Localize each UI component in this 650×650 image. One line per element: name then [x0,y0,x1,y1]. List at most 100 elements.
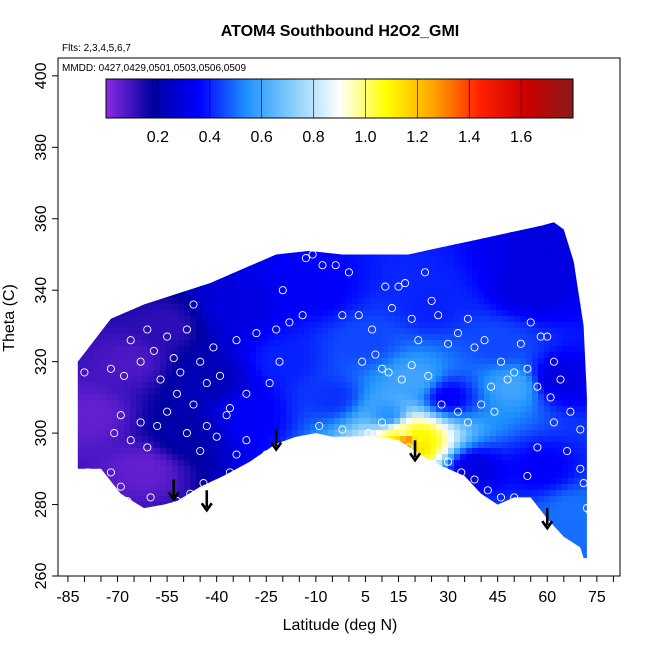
field-cell [268,328,275,335]
field-cell [616,142,623,149]
field-cell [190,190,197,197]
field-cell [214,358,221,365]
field-cell [214,346,221,353]
field-cell [88,202,95,209]
field-cell [286,274,293,281]
field-cell [280,364,287,371]
field-cell [490,328,497,335]
field-cell [298,178,305,185]
field-cell [346,166,353,173]
field-cell [592,88,599,95]
field-cell [484,226,491,233]
field-cell [490,58,497,65]
field-cell [550,64,557,71]
field-cell [532,148,539,155]
field-cell [574,106,581,113]
field-cell [292,142,299,149]
field-cell [400,262,407,269]
field-cell [286,316,293,323]
field-cell [58,364,65,371]
field-cell [508,304,515,311]
field-cell [532,160,539,167]
field-cell [262,352,269,359]
field-cell [88,334,95,341]
field-cell [286,154,293,161]
field-cell [226,322,233,329]
field-cell [610,88,617,95]
field-cell [574,328,581,335]
field-cell [316,238,323,245]
field-cell [556,222,563,227]
field-cell [202,118,209,125]
field-cell [238,184,245,191]
field-cell [376,196,383,203]
field-cell [460,322,467,329]
field-cell [166,196,173,203]
field-cell [244,256,251,263]
field-cell [166,298,173,305]
field-cell [208,334,215,341]
field-cell [484,250,491,257]
field-cell [154,328,161,335]
field-cell [562,238,569,245]
field-cell [316,178,323,185]
field-cell [418,232,425,239]
field-cell [364,352,371,359]
field-cell [226,304,233,311]
field-cell [178,196,185,203]
field-cell [466,58,473,65]
field-cell [160,298,167,305]
field-cell [580,280,587,287]
field-cell [562,334,569,341]
field-cell [322,166,329,173]
field-cell [532,166,539,173]
field-cell [298,262,305,269]
field-cell [262,222,269,227]
field-cell [82,100,89,107]
field-cell [394,274,401,281]
field-cell [466,208,473,215]
field-cell [70,364,77,371]
field-cell [424,304,431,311]
field-cell [262,196,269,203]
field-cell [244,322,251,329]
field-cell [382,292,389,299]
field-cell [556,226,563,233]
field-cell [412,226,419,233]
field-cell [262,232,269,239]
field-cell [94,298,101,305]
field-cell [352,298,359,305]
field-cell [616,244,623,251]
field-cell [484,292,491,299]
field-cell [280,222,287,227]
field-cell [358,292,365,299]
field-cell [460,364,467,371]
field-cell [112,346,119,353]
field-cell [376,280,383,287]
field-cell [250,274,257,281]
field-cell [472,250,479,257]
field-cell [70,130,77,137]
field-cell [178,292,185,299]
field-cell [130,166,137,173]
field-cell [118,334,125,341]
field-cell [460,226,467,233]
field-cell [484,256,491,263]
field-cell [322,364,329,371]
field-cell [604,130,611,137]
field-cell [556,130,563,137]
field-cell [472,274,479,281]
field-cell [310,232,317,239]
field-cell [424,286,431,293]
field-cell [334,130,341,137]
field-cell [376,190,383,197]
field-cell [520,166,527,173]
field-cell [214,268,221,275]
field-cell [430,58,437,65]
field-cell [352,268,359,275]
field-cell [196,346,203,353]
field-cell [184,196,191,203]
field-cell [77,262,83,269]
field-cell [214,334,221,341]
field-cell [604,352,611,359]
